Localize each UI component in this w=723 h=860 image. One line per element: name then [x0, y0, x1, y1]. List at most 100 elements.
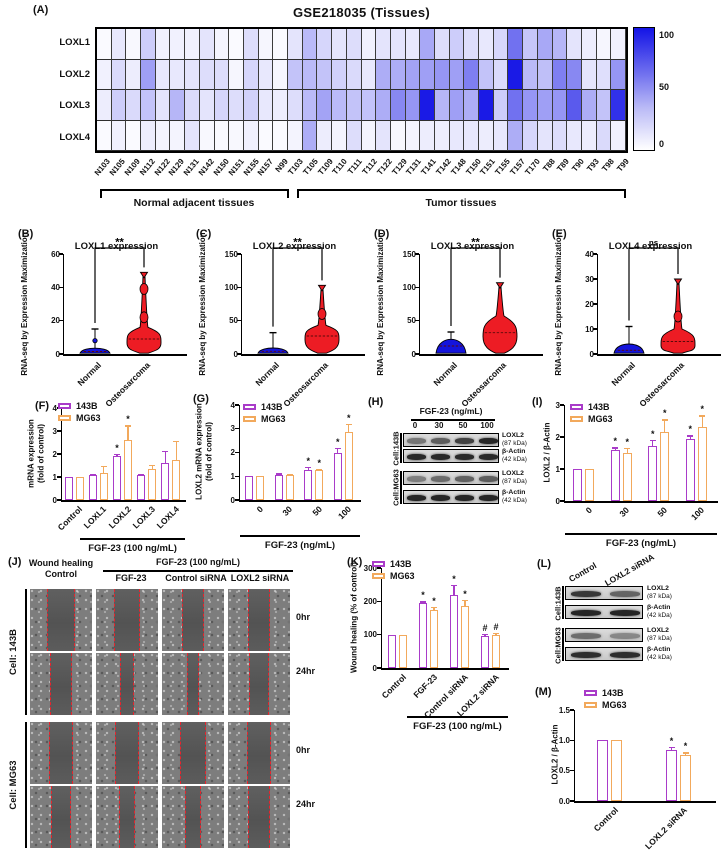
protein-band — [478, 495, 498, 501]
violin-y-tick-label: 0 — [34, 350, 60, 359]
protein-band — [570, 591, 601, 597]
colorbar-tick-label: 50 — [659, 82, 670, 92]
heatmap-cell — [611, 29, 626, 60]
violin-y-tick-label: 50 — [407, 316, 416, 326]
heatmap-cell — [493, 29, 509, 60]
error-bar-cap — [682, 752, 689, 754]
blot-target-name: LOXL2 — [502, 432, 524, 439]
error-bar-cap — [138, 473, 145, 475]
blot-target-kda: (87 kDa) — [647, 593, 672, 600]
error-bar — [626, 448, 628, 453]
bar-y-tick — [559, 404, 564, 406]
protein-band — [406, 454, 426, 460]
blot-target-label: β-Actin (42 kDa) — [502, 448, 527, 464]
violin-y-tick-label: 100 — [224, 282, 238, 292]
bar-143b — [597, 740, 608, 801]
wound-scratch-area — [186, 653, 200, 715]
heatmap-cell — [567, 29, 582, 60]
heatmap-cell — [346, 120, 362, 151]
heatmap-cell — [97, 29, 112, 60]
heatmap-cell — [243, 59, 259, 90]
blot-box — [565, 586, 643, 600]
heatmap-cell — [141, 29, 156, 60]
violin-y-axis-label: RNA-seq by Expression Maximization — [20, 232, 29, 376]
bar-y-axis — [563, 405, 565, 503]
heatmap-cell — [434, 120, 450, 151]
violin-y-tick — [236, 320, 241, 322]
heatmap-cell — [258, 59, 274, 90]
heatmap-cell — [126, 90, 142, 121]
blot-target-kda: (87 kDa) — [502, 440, 527, 447]
significance-mark: * — [317, 458, 321, 469]
heatmap-cell — [185, 29, 200, 60]
heatmap-cell — [376, 90, 391, 121]
heatmap-cell — [258, 90, 274, 121]
heatmap-cell — [464, 120, 480, 151]
violin-y-tick-label: 150 — [224, 249, 238, 259]
significance-mark: * — [306, 455, 310, 466]
heatmap-cell — [523, 120, 538, 151]
heatmap-cell — [567, 90, 582, 121]
heatmap-cell — [376, 29, 391, 60]
violin-y-tick — [236, 253, 241, 255]
bar-143b — [304, 469, 313, 500]
violin-y-tick — [592, 253, 597, 255]
violin-y-tick — [414, 253, 419, 255]
heatmap-cell — [229, 90, 244, 121]
significance-mark: * — [421, 590, 425, 601]
heatmap-cell — [449, 120, 465, 151]
error-bar-cap — [114, 453, 120, 455]
wound-scratch-area — [50, 653, 72, 715]
bar-mg63 — [285, 475, 294, 500]
heatmap-cell — [97, 59, 112, 90]
heatmap-cell — [390, 29, 406, 60]
violin-panel: (D) LOXL3 expression RNA-seq by Expression… — [370, 228, 546, 409]
wound-scratch-area — [249, 653, 269, 715]
bar-143b — [113, 456, 121, 500]
treatment-label: FGF-23 (ng/mL) — [264, 540, 336, 551]
significance-mark: * — [335, 436, 340, 447]
wound-image — [228, 589, 290, 651]
heatmap-cell — [229, 29, 244, 60]
normal-group-bracket — [100, 188, 289, 198]
heatmap-cell — [243, 90, 259, 121]
blot-h-header: FGF-23 (ng/mL) — [419, 406, 483, 416]
heatmap-cell — [479, 29, 494, 60]
blot-target-kda: (87 kDa) — [502, 478, 527, 485]
blot-target-kda: (87 kDa) — [647, 635, 672, 642]
colorbar-tick-label: 100 — [659, 30, 675, 40]
error-bar-cap — [624, 448, 631, 450]
heatmap-cell — [332, 90, 347, 121]
wound-scratch-area — [181, 589, 205, 651]
significance-mark: # — [493, 622, 499, 632]
error-bar-cap — [451, 584, 457, 586]
wound-image — [96, 653, 158, 715]
bar-mg63 — [585, 469, 595, 501]
normal-group-label: Normal adjacent tissues — [133, 197, 255, 209]
violin-y-tick-label: 40 — [585, 249, 594, 259]
violin-y-tick-label: 0 — [390, 350, 416, 359]
bar-y-tick — [56, 453, 61, 455]
heatmap-cell — [537, 29, 553, 60]
error-bar — [689, 435, 691, 440]
bar-y-tick — [559, 468, 564, 470]
blot-target-name: LOXL2 — [647, 627, 669, 634]
error-bar-cap — [668, 747, 675, 749]
error-bar-cap — [149, 464, 156, 467]
bar-mg63 — [75, 477, 84, 500]
heatmap-cell — [155, 120, 171, 151]
significance-mark: * — [683, 741, 688, 752]
error-bar-cap — [462, 599, 468, 601]
heatmap-cell — [405, 120, 421, 151]
violin-y-axis-label: RNA-seq by Expression Maximization — [376, 232, 385, 376]
heatmap-cell — [302, 120, 318, 151]
error-bar — [116, 453, 118, 457]
wound-scratch-area — [184, 786, 202, 848]
violin-y-tick — [58, 353, 63, 355]
bar-x-axis — [60, 500, 186, 502]
wound-image — [30, 653, 92, 715]
blot-group-bracket — [562, 586, 564, 619]
heatmap-cell — [390, 120, 406, 151]
violin-y-tick-label: 20 — [51, 316, 60, 326]
heatmap-cell — [111, 59, 127, 90]
